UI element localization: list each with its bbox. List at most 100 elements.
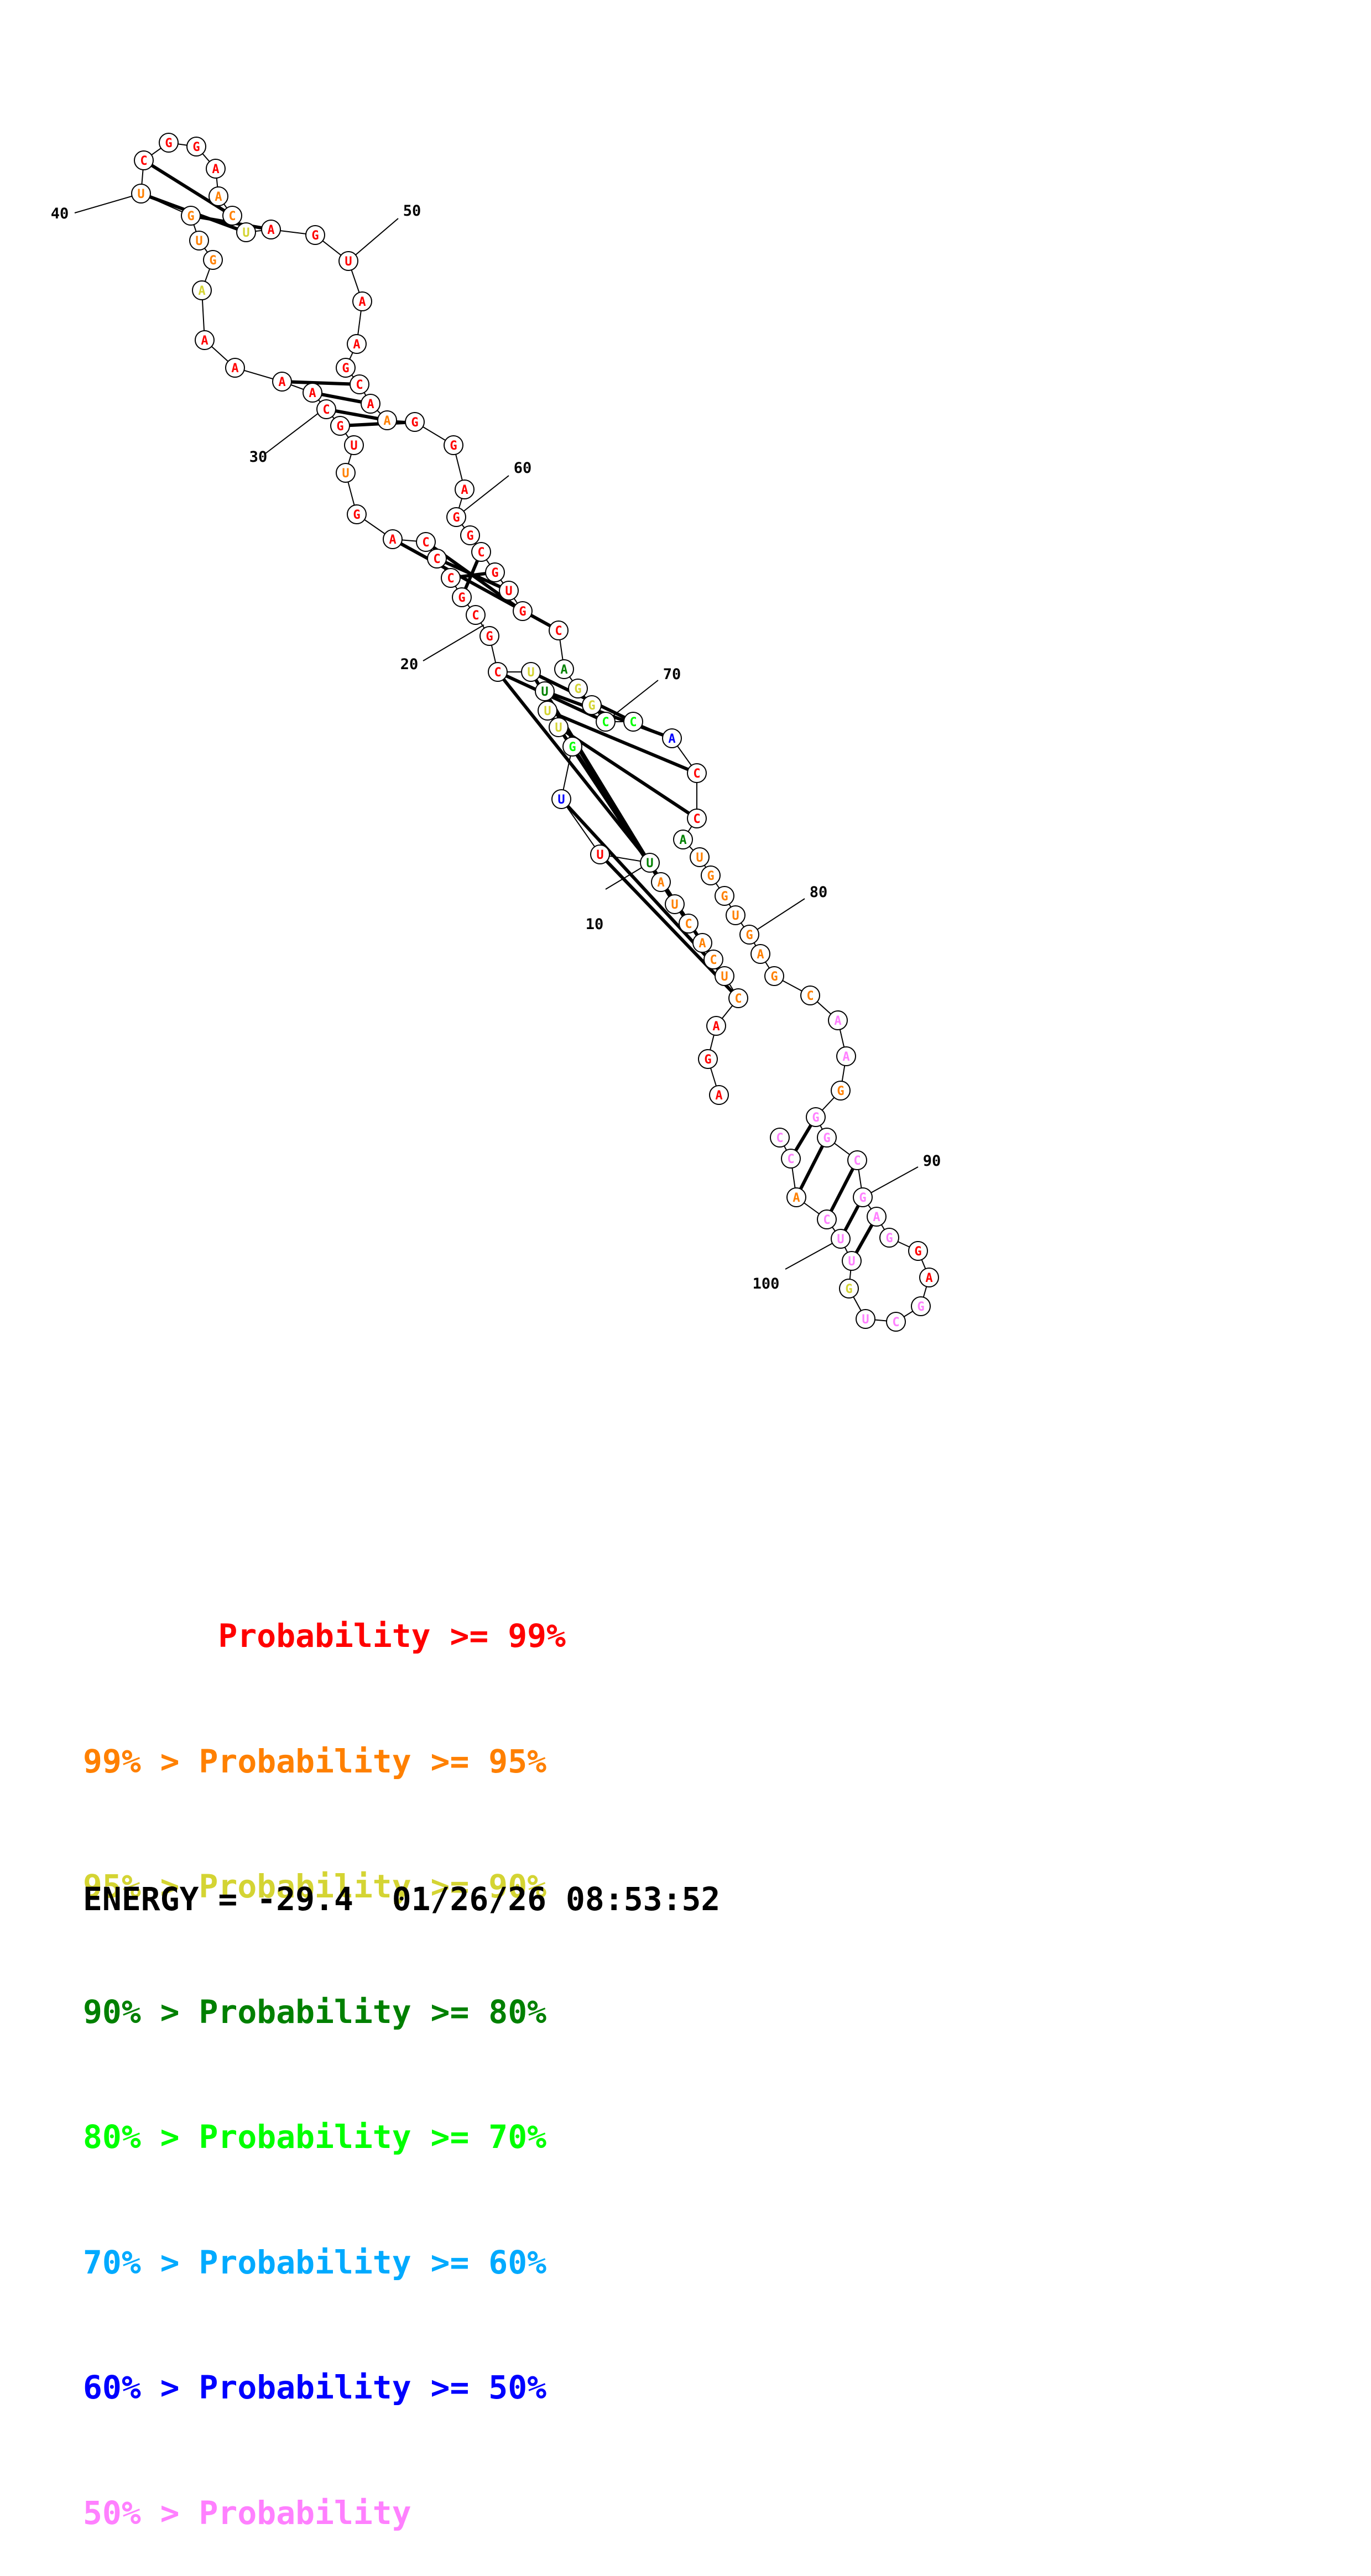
nucleotide: C [316, 399, 336, 419]
legend-row: Probability >= 99% [83, 1617, 566, 1655]
nucleotide-circle [377, 410, 397, 430]
nucleotide-letter: A [698, 937, 706, 951]
nucleotide-letter: C [734, 992, 742, 1006]
nucleotide-circle [405, 412, 425, 432]
nucleotide-circle [673, 830, 693, 849]
nucleotide: G [908, 1241, 928, 1261]
nucleotide-letter: A [198, 284, 205, 298]
nucleotide-letter: G [707, 869, 714, 883]
nucleotide: A [750, 944, 770, 964]
nucleotide: C [222, 206, 242, 226]
nucleotide-letter: A [201, 334, 208, 348]
nucleotide-letter: A [358, 295, 366, 309]
nucleotide-circle [479, 626, 499, 646]
nucleotide-circle [513, 601, 533, 621]
nucleotide: A [208, 186, 228, 206]
nucleotide-letter: U [862, 1313, 869, 1327]
nucleotide-letter: U [671, 898, 678, 912]
nucleotide-circle [134, 150, 154, 170]
nucleotide: C [728, 988, 748, 1008]
nucleotide-letter: U [596, 848, 603, 862]
nucleotide-circle [831, 1081, 851, 1101]
nucleotide-circle [181, 206, 201, 226]
tick-label: 60 [514, 460, 532, 477]
nucleotide-circle [856, 1309, 875, 1329]
nucleotide-circle [679, 914, 698, 934]
nucleotide-circle [770, 1128, 790, 1148]
legend-row: 70% > Probability >= 60% [83, 2243, 547, 2281]
nucleotide-circle [444, 435, 463, 455]
nucleotide: A [706, 1016, 726, 1036]
nucleotide-letter: A [679, 833, 686, 847]
nucleotide-circle [867, 1207, 887, 1227]
nucleotide: U [344, 435, 364, 455]
nucleotide-letter: G [569, 741, 576, 754]
nucleotide-circle [706, 1016, 726, 1036]
nucleotide-circle [347, 504, 367, 524]
nucleotide-circle [703, 950, 723, 969]
nucleotide: G [186, 137, 206, 157]
nucleotide-circle [806, 1107, 826, 1127]
nucleotide-circle [535, 681, 555, 701]
nucleotide-circle [208, 186, 228, 206]
nucleotide: U [665, 894, 685, 914]
nucleotide: G [806, 1107, 826, 1127]
nucleotide-letter: U [137, 187, 144, 201]
nucleotide-circle [344, 435, 364, 455]
nucleotide: G [582, 695, 602, 715]
nucleotide-letter: G [192, 140, 200, 154]
nucleotide-letter: G [704, 1053, 711, 1067]
tick-line [862, 1166, 919, 1198]
nucleotide: G [159, 133, 179, 153]
nucleotide-letter: C [322, 403, 330, 417]
nucleotide-letter: C [356, 378, 363, 392]
nucleotide-letter: C [710, 953, 717, 967]
nucleotide-letter: C [693, 812, 700, 826]
nucleotide-circle [853, 1187, 873, 1207]
tick-line [785, 1238, 841, 1270]
nucleotide-circle [460, 525, 480, 545]
nucleotide: C [466, 605, 486, 625]
nucleotide-letter: G [353, 508, 360, 522]
nucleotide: A [206, 159, 226, 179]
nucleotide: G [405, 412, 425, 432]
nucleotide-letter: G [452, 511, 460, 525]
nucleotide-letter: G [519, 605, 526, 619]
nucleotide-letter: A [715, 1089, 722, 1103]
nucleotide: U [590, 844, 610, 864]
nucleotide: A [828, 1010, 848, 1030]
nucleotide: C [886, 1312, 906, 1332]
nucleotide: C [350, 374, 369, 394]
nucleotide-circle [764, 966, 784, 986]
nucleotide: G [479, 626, 499, 646]
nucleotide: G [739, 925, 759, 945]
nucleotide-circle [715, 966, 734, 986]
nucleotide: G [181, 206, 201, 226]
nucleotide-letter: C [629, 716, 637, 729]
nucleotide-circle [159, 133, 179, 153]
nucleotide-letter: G [342, 362, 349, 376]
nucleotide: U [856, 1309, 875, 1329]
tick-label: 80 [810, 884, 828, 901]
nucleotide-circle [879, 1228, 899, 1248]
nucleotide: A [352, 291, 372, 311]
nucleotide: A [709, 1085, 729, 1105]
tick-line [456, 475, 509, 518]
nucleotide: G [305, 225, 325, 245]
nucleotide-circle [222, 206, 242, 226]
tick-label: 100 [753, 1275, 780, 1292]
nucleotide-letter: A [383, 414, 390, 428]
tick-label: 50 [403, 202, 421, 220]
nucleotide-letter: A [278, 376, 285, 389]
tick-line [605, 680, 659, 722]
nucleotide-letter: U [848, 1255, 855, 1269]
nucleotide: U [551, 789, 571, 809]
probability-legend: Probability >= 99% 99% > Probability >= … [83, 1532, 566, 2576]
nucleotide: A [673, 830, 693, 849]
nucleotide-letter: U [646, 857, 653, 870]
nucleotide-letter: G [721, 890, 728, 904]
nucleotide: A [662, 728, 682, 748]
nucleotide: C [679, 914, 698, 934]
nucleotide: G [698, 1049, 718, 1069]
nucleotide-circle [839, 1279, 859, 1299]
